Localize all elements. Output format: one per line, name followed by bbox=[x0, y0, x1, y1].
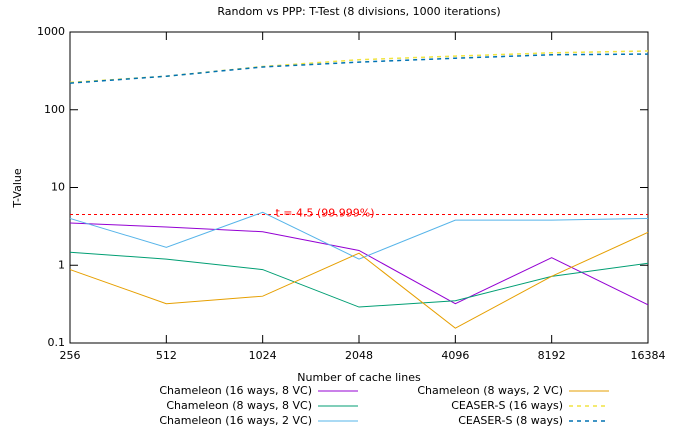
y-tick-label: 0.1 bbox=[48, 336, 66, 349]
y-tick-label: 100 bbox=[44, 103, 65, 116]
legend-label: Chameleon (8 ways, 8 VC) bbox=[166, 399, 312, 412]
y-tick-label: 1000 bbox=[37, 25, 65, 38]
plot-border bbox=[69, 31, 649, 344]
series-line bbox=[69, 50, 649, 84]
legend-label: Chameleon (16 ways, 8 VC) bbox=[159, 384, 312, 397]
legend-label: Chameleon (16 ways, 2 VC) bbox=[159, 414, 312, 427]
y-tick-label: 10 bbox=[51, 181, 65, 194]
x-tick-label: 4096 bbox=[441, 349, 469, 362]
legend-label: CEASER-S (16 ways) bbox=[451, 399, 563, 412]
chart-title: Random vs PPP: T-Test (8 divisions, 1000… bbox=[217, 5, 500, 18]
y-tick-label: 1 bbox=[58, 258, 65, 271]
y-axis-label: T-Value bbox=[11, 168, 24, 208]
series-line bbox=[69, 53, 649, 84]
legend-label: Chameleon (8 ways, 2 VC) bbox=[417, 384, 563, 397]
series-line bbox=[69, 211, 649, 260]
series-line bbox=[69, 231, 649, 329]
series-line bbox=[69, 222, 649, 306]
legend-label: CEASER-S (8 ways) bbox=[458, 414, 563, 427]
x-tick-label: 2048 bbox=[345, 349, 373, 362]
x-tick-label: 8192 bbox=[538, 349, 566, 362]
x-tick-label: 16384 bbox=[631, 349, 666, 362]
x-tick-label: 1024 bbox=[249, 349, 277, 362]
threshold-label: t = 4.5 (99.999%) bbox=[275, 206, 374, 219]
x-axis-label: Number of cache lines bbox=[297, 371, 421, 384]
x-tick-label: 512 bbox=[156, 349, 177, 362]
x-tick-label: 256 bbox=[60, 349, 81, 362]
series-line bbox=[69, 251, 649, 308]
